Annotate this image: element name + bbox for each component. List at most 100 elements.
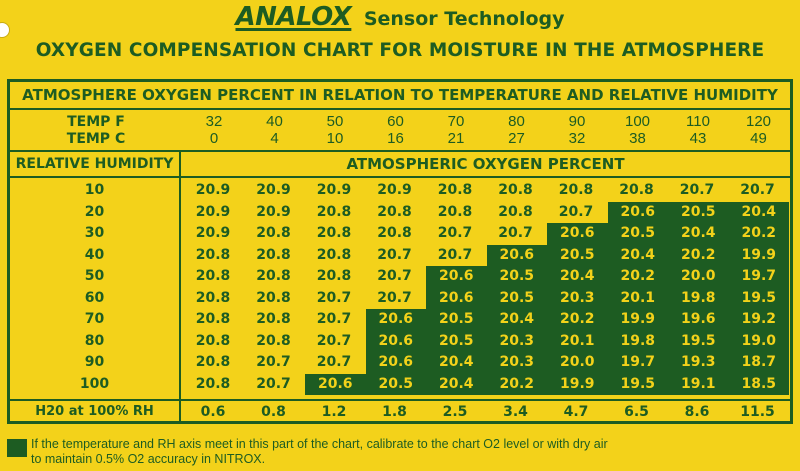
humidity-value: 40 (84, 246, 105, 263)
h2o-value: 8.6 (684, 404, 710, 420)
humidity-value: 80 (84, 332, 105, 349)
oxygen-cell: 20.7 (377, 268, 412, 284)
table-row: 30 20.9 20.8 20.8 20.8 20.7 20.7 20.6 20.5 20.4 20… (10, 223, 790, 245)
oxygen-cell: 18.5 (728, 373, 789, 395)
oxygen-cell: 20.0 (668, 266, 729, 288)
oxygen-cell: 20.9 (316, 182, 352, 198)
oxygen-cell: 20.1 (547, 330, 608, 352)
oxygen-cell: 20.8 (256, 289, 291, 306)
oxygen-cell: 20.9 (256, 182, 291, 198)
h2o-value: 1.2 (321, 404, 347, 420)
oxygen-cell: 20.8 (256, 246, 291, 263)
oxygen-cell: 20.5 (426, 330, 487, 352)
oxygen-cell: 20.7 (256, 354, 291, 370)
temp-f-value: 60 (387, 113, 404, 130)
humidity-value: 100 (79, 375, 110, 392)
oxygen-cell: 20.8 (498, 182, 533, 198)
oxygen-cell: 20.8 (316, 225, 352, 241)
column-divider (179, 176, 181, 399)
oxygen-cell: 20.2 (668, 244, 729, 266)
oxygen-cell: 20.5 (365, 373, 426, 395)
oxygen-cell: 20.8 (316, 203, 352, 220)
oxygen-cell: 20.9 (195, 182, 231, 198)
temp-column: 50 10 (306, 113, 364, 147)
temp-c-value: 49 (750, 130, 767, 147)
temp-column: 40 4 (246, 113, 304, 147)
oxygen-cell: 19.6 (668, 309, 729, 331)
oxygen-cell: 20.6 (365, 309, 426, 331)
brand-logo: ANALOX (235, 2, 352, 32)
temp-c-value: 21 (447, 130, 465, 147)
legend-text: If the temperature and RH axis meet in t… (31, 437, 791, 467)
oxygen-cell: 20.7 (498, 225, 533, 241)
oxygen-cell: 20.2 (728, 223, 789, 245)
oxygen-cell: 20.1 (607, 287, 668, 309)
table-row: 60 20.8 20.8 20.7 20.7 20.6 20.5 20.3 20.1 19.8 19… (10, 287, 790, 309)
temp-c-value: 32 (568, 130, 586, 147)
oxygen-cell: 20.5 (668, 201, 729, 223)
temp-f-value: 110 (686, 113, 710, 130)
temp-c-value: 10 (326, 130, 344, 147)
table-row: 70 20.8 20.8 20.7 20.6 20.5 20.4 20.2 19.9 19.6 19… (10, 309, 790, 331)
temp-column: 120 49 (730, 113, 788, 147)
h2o-value: 2.5 (442, 404, 468, 420)
oxygen-cell: 20.8 (316, 246, 352, 263)
oxygen-cell: 20.8 (195, 311, 231, 327)
oxygen-cell: 20.3 (486, 352, 547, 374)
oxygen-cell: 19.9 (728, 244, 789, 266)
oxygen-cell: 20.9 (195, 225, 231, 241)
oxygen-cell: 20.7 (256, 375, 291, 392)
oxygen-cell: 20.7 (437, 246, 473, 263)
table-row: 80 20.8 20.8 20.7 20.6 20.5 20.3 20.1 19.8 19.5 19… (10, 330, 790, 352)
oxygen-cell: 20.8 (256, 332, 291, 349)
h2o-value: 0.8 (261, 404, 286, 420)
oxygen-cell: 20.6 (365, 330, 426, 352)
oxygen-cell: 20.8 (437, 203, 473, 220)
temp-column: 32 0 (185, 113, 243, 147)
humidity-value: 70 (84, 311, 105, 327)
legend-line-2: to maintain 0.5% O2 accuracy in NITROX. (31, 452, 266, 466)
h2o-value: 11.5 (740, 404, 775, 420)
oxygen-cell: 20.6 (305, 373, 366, 395)
oxygen-cell: 20.7 (558, 203, 594, 220)
oxygen-cell: 19.9 (607, 309, 668, 331)
oxygen-cell: 20.8 (498, 203, 533, 220)
oxygen-cell: 20.3 (486, 330, 547, 352)
oxygen-cell: 19.7 (728, 266, 789, 288)
oxygen-cell: 20.7 (316, 354, 352, 370)
humidity-value: 30 (84, 225, 105, 241)
temp-f-value: 32 (205, 113, 223, 130)
oxygen-cell: 19.8 (668, 287, 729, 309)
oxygen-cell: 20.8 (377, 203, 412, 220)
page-title: OXYGEN COMPENSATION CHART FOR MOISTURE I… (35, 40, 765, 61)
oxygen-cell: 20.4 (426, 373, 487, 395)
oxygen-cell: 20.7 (679, 182, 715, 198)
humidity-value: 20 (84, 203, 105, 220)
oxygen-cell: 19.5 (607, 373, 668, 395)
oxygen-cell: 20.6 (486, 244, 547, 266)
temp-column: 80 27 (488, 113, 546, 147)
oxygen-cell: 20.4 (547, 266, 608, 288)
data-rows: 10 20.9 20.9 20.9 20.9 20.8 20.8 20.8 20.8 20.7 20… (10, 180, 790, 395)
oxygen-cell: 20.8 (195, 375, 231, 392)
oxygen-cell: 20.6 (426, 266, 487, 288)
oxygen-cell: 20.7 (377, 289, 412, 306)
oxygen-cell: 20.8 (437, 182, 473, 198)
relative-humidity-label: RELATIVE HUMIDITY (10, 152, 181, 176)
legend-swatch (7, 439, 27, 457)
humidity-value: 90 (84, 354, 105, 370)
table-row: 90 20.8 20.7 20.7 20.6 20.4 20.3 20.0 19.7 19.3 18… (10, 352, 790, 374)
brand-tagline: Sensor Technology (363, 8, 565, 30)
oxygen-cell: 19.8 (607, 330, 668, 352)
oxygen-cell: 20.6 (426, 287, 487, 309)
oxygen-cell: 20.7 (740, 182, 775, 198)
temp-column: 90 32 (548, 113, 606, 147)
temp-c-value: 38 (629, 130, 646, 147)
oxygen-cell: 20.7 (316, 289, 352, 306)
table-row: 40 20.8 20.8 20.8 20.7 20.7 20.6 20.5 20.4 20.2 19… (10, 244, 790, 266)
temp-f-value: 120 (745, 113, 772, 130)
table-row: 50 20.8 20.8 20.8 20.7 20.6 20.5 20.4 20.2 20.0 19… (10, 266, 790, 288)
oxygen-cell: 20.8 (195, 246, 231, 263)
oxygen-cell: 19.5 (728, 287, 789, 309)
legend-line-1: If the temperature and RH axis meet in t… (31, 437, 608, 451)
